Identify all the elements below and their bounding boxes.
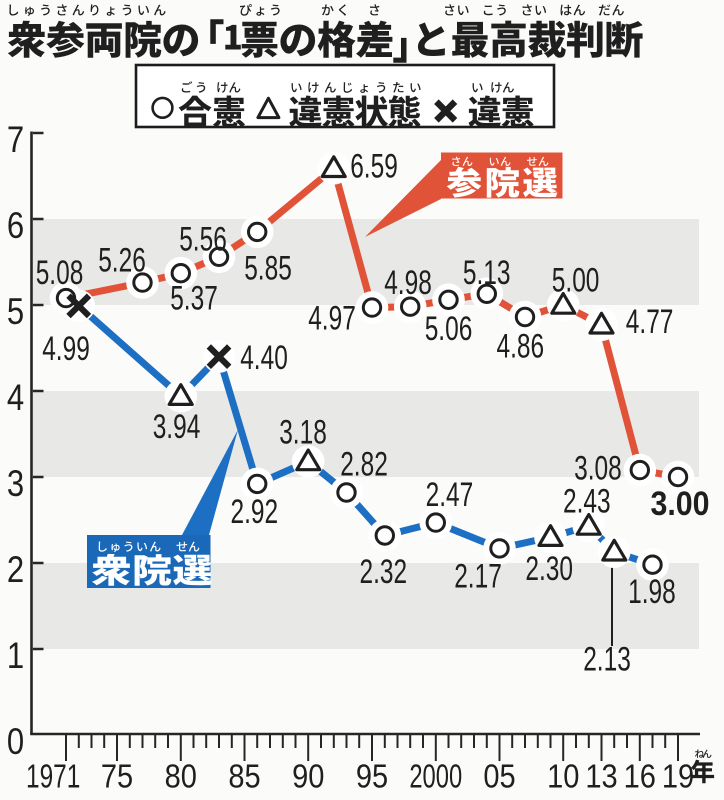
svg-text:2.13: 2.13 [583, 641, 631, 679]
svg-text:5.13: 5.13 [463, 254, 511, 292]
svg-text:10: 10 [547, 758, 579, 795]
svg-text:75: 75 [101, 758, 133, 795]
svg-text:2.82: 2.82 [340, 446, 388, 484]
svg-text:5.06: 5.06 [425, 310, 473, 348]
svg-text:6: 6 [7, 206, 24, 247]
svg-text:5: 5 [7, 292, 24, 333]
svg-text:3.00: 3.00 [650, 484, 709, 522]
svg-text:95: 95 [356, 758, 388, 795]
svg-text:16: 16 [624, 758, 656, 795]
svg-text:6.59: 6.59 [350, 148, 398, 186]
svg-text:7: 7 [7, 120, 24, 161]
svg-text:5.56: 5.56 [179, 221, 227, 259]
svg-text:19: 19 [662, 758, 694, 795]
svg-text:5.37: 5.37 [170, 280, 218, 318]
svg-text:3.18: 3.18 [279, 414, 327, 452]
svg-text:2000: 2000 [409, 759, 462, 796]
svg-text:5.00: 5.00 [552, 261, 600, 299]
svg-text:5.08: 5.08 [36, 254, 84, 292]
svg-text:4: 4 [7, 378, 24, 419]
svg-text:2.30: 2.30 [525, 550, 573, 588]
svg-text:13: 13 [585, 758, 617, 795]
svg-text:3.94: 3.94 [153, 408, 201, 446]
svg-text:80: 80 [165, 758, 197, 795]
svg-text:1.98: 1.98 [628, 573, 676, 611]
svg-text:1971: 1971 [26, 759, 80, 795]
svg-text:85: 85 [228, 758, 260, 795]
svg-text:4.86: 4.86 [496, 328, 544, 366]
svg-text:0: 0 [7, 722, 24, 763]
svg-text:05: 05 [483, 758, 515, 795]
svg-text:5.85: 5.85 [244, 250, 292, 288]
svg-text:4.97: 4.97 [308, 300, 356, 338]
svg-text:2.92: 2.92 [230, 493, 278, 531]
svg-text:4.99: 4.99 [42, 330, 90, 368]
svg-text:3: 3 [7, 464, 24, 505]
svg-text:4.77: 4.77 [626, 303, 674, 341]
svg-text:2.47: 2.47 [426, 476, 474, 514]
svg-text:2: 2 [7, 550, 24, 591]
svg-text:90: 90 [292, 758, 324, 795]
svg-text:4.40: 4.40 [240, 339, 288, 377]
svg-text:2.32: 2.32 [359, 553, 407, 591]
svg-text:2.43: 2.43 [563, 483, 611, 521]
svg-text:4.98: 4.98 [384, 264, 432, 302]
svg-text:1: 1 [7, 636, 24, 677]
svg-text:5.26: 5.26 [98, 242, 146, 280]
svg-text:2.17: 2.17 [454, 558, 502, 596]
svg-text:3.08: 3.08 [574, 450, 622, 488]
